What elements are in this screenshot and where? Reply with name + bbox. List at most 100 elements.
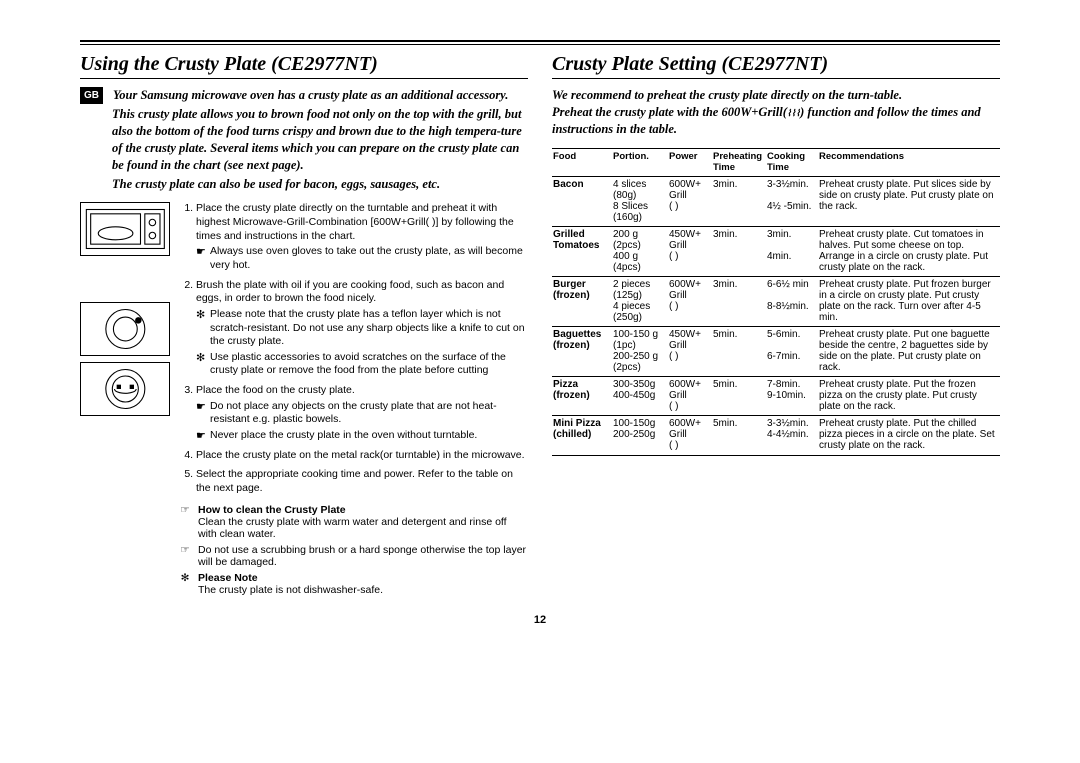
right-title: Crusty Plate Setting (CE2977NT) (552, 53, 1000, 79)
table-row: Baguettes (frozen)100-150 g (1pc) 200-25… (552, 326, 1000, 375)
steps-list: Place the crusty plate directly on the t… (178, 202, 528, 495)
thumb-microwave (80, 202, 170, 256)
note-bold: How to clean the Crusty Plate (198, 504, 528, 516)
table-row: Pizza (frozen)300-350g 400-450g600W+ Gri… (552, 376, 1000, 414)
step-sub: ✻ Please note that the crusty plate has a… (196, 308, 528, 349)
note-body: How to clean the Crusty PlateClean the c… (198, 504, 528, 540)
step-item: Place the crusty plate on the metal rack… (196, 449, 528, 463)
intro-block-1: GB Your Samsung microwave oven has a cru… (80, 87, 528, 104)
page-number: 12 (80, 614, 1000, 626)
cell-cook: 3min. 4min. (766, 226, 818, 275)
pointer-icon: ☞ (178, 504, 192, 540)
steps-wrap: Place the crusty plate directly on the t… (80, 202, 528, 595)
cell-power: 600W+ Grill ( ) (668, 176, 712, 225)
hand-icon: ☛ (196, 429, 206, 443)
cell-cook: 3-3½min. 4-4½min. (766, 415, 818, 453)
asterisk-icon: ✻ (196, 351, 205, 365)
step-item: Place the crusty plate directly on the t… (196, 202, 528, 272)
step-sub-text: Never place the crusty plate in the oven… (210, 429, 477, 441)
step-sub-text: Please note that the crusty plate has a … (210, 308, 525, 347)
step-item: Select the appropriate cooking time and … (196, 468, 528, 495)
note-body: Do not use a scrubbing brush or a hard s… (198, 544, 528, 568)
table-row: Mini Pizza (chilled)100-150g 200-250g600… (552, 415, 1000, 453)
step-text: Place the food on the crusty plate. (196, 384, 528, 398)
step-sub: ☛ Do not place any objects on the crusty … (196, 400, 528, 427)
asterisk-icon: ✻ (178, 572, 192, 596)
left-column: Using the Crusty Plate (CE2977NT) GB You… (80, 53, 528, 596)
cell-portion: 2 pieces (125g) 4 pieces (250g) (612, 276, 668, 325)
step-text: Place the crusty plate directly on the t… (196, 202, 528, 243)
cell-power: 450W+ Grill ( ) (668, 326, 712, 375)
gb-badge: GB (80, 87, 103, 104)
step-sub-text: Use plastic accessories to avoid scratch… (210, 351, 506, 377)
notes-list: ☞How to clean the Crusty PlateClean the … (178, 504, 528, 596)
cell-rec: Preheat crusty plate. Put the chilled pi… (818, 415, 1000, 453)
note-row: ✻Please NoteThe crusty plate is not dish… (178, 572, 528, 596)
food-table-wrap: Food Portion. Power Preheating Time Cook… (552, 148, 1000, 456)
note-text: Clean the crusty plate with warm water a… (198, 516, 528, 540)
steps-body: Place the crusty plate directly on the t… (178, 202, 528, 595)
cell-preheat: 3min. (712, 276, 766, 325)
thumb-plate-bottom (80, 362, 170, 416)
right-intro-2: Preheat the crusty plate with the 600W+G… (552, 104, 1000, 138)
cell-food: Bacon (552, 176, 612, 225)
intro-text-2: This crusty plate allows you to brown fo… (112, 106, 528, 174)
cell-power: 600W+ Grill ( ) (668, 415, 712, 453)
th-preheat: Preheating Time (712, 149, 766, 177)
th-power: Power (668, 149, 712, 177)
step-sub-text: Do not place any objects on the crusty p… (210, 400, 497, 426)
cell-portion: 200 g (2pcs) 400 g (4pcs) (612, 226, 668, 275)
asterisk-icon: ✻ (196, 308, 205, 322)
cell-food: Mini Pizza (chilled) (552, 415, 612, 453)
page: Using the Crusty Plate (CE2977NT) GB You… (80, 40, 1000, 626)
step-text: Brush the plate with oil if you are cook… (196, 279, 528, 306)
cell-food: Burger (frozen) (552, 276, 612, 325)
cell-preheat: 3min. (712, 226, 766, 275)
cell-cook: 5-6min. 6-7min. (766, 326, 818, 375)
note-text: The crusty plate is not dishwasher-safe. (198, 584, 528, 596)
th-portion: Portion. (612, 149, 668, 177)
grill-icon: ⌇⌇⌇ (787, 107, 800, 119)
hand-icon: ☛ (196, 245, 206, 259)
right-intro-1: We recommend to preheat the crusty plate… (552, 87, 1000, 104)
cell-preheat: 5min. (712, 376, 766, 414)
cell-power: 600W+ Grill ( ) (668, 276, 712, 325)
hand-icon: ☛ (196, 400, 206, 414)
step-sub: ☛ Never place the crusty plate in the ove… (196, 429, 528, 443)
cell-power: 600W+ Grill ( ) (668, 376, 712, 414)
two-columns: Using the Crusty Plate (CE2977NT) GB You… (80, 53, 1000, 596)
th-cook: Cooking Time (766, 149, 818, 177)
step-sub: ✻ Use plastic accessories to avoid scratc… (196, 351, 528, 378)
step-sub-text: Always use oven gloves to take out the c… (210, 245, 523, 271)
food-table-body: Bacon4 slices (80g) 8 Slices (160g)600W+… (552, 176, 1000, 453)
note-row: ☞Do not use a scrubbing brush or a hard … (178, 544, 528, 568)
cell-rec: Preheat crusty plate. Put frozen burger … (818, 276, 1000, 325)
step-item: Brush the plate with oil if you are cook… (196, 279, 528, 378)
table-row: Grilled Tomatoes200 g (2pcs) 400 g (4pcs… (552, 226, 1000, 275)
cell-portion: 100-150 g (1pc) 200-250 g (2pcs) (612, 326, 668, 375)
cell-cook: 7-8min. 9-10min. (766, 376, 818, 414)
cell-power: 450W+ Grill ( ) (668, 226, 712, 275)
left-title: Using the Crusty Plate (CE2977NT) (80, 53, 528, 79)
step-text: Place the crusty plate on the metal rack… (196, 449, 528, 463)
note-body: Please NoteThe crusty plate is not dishw… (198, 572, 528, 596)
th-food: Food (552, 149, 612, 177)
cell-rec: Preheat crusty plate. Put slices side by… (818, 176, 1000, 225)
cell-cook: 6-6½ min 8-8½min. (766, 276, 818, 325)
cell-cook: 3-3½min. 4½ -5min. (766, 176, 818, 225)
right-column: Crusty Plate Setting (CE2977NT) We recom… (552, 53, 1000, 596)
food-table: Food Portion. Power Preheating Time Cook… (552, 149, 1000, 453)
top-rule-thin (80, 44, 1000, 45)
intro-text-1: Your Samsung microwave oven has a crusty… (113, 87, 508, 104)
thumb-plate-top (80, 302, 170, 356)
note-row: ☞How to clean the Crusty PlateClean the … (178, 504, 528, 540)
cell-food: Baguettes (frozen) (552, 326, 612, 375)
th-rec: Recommendations (818, 149, 1000, 177)
note-bold: Please Note (198, 572, 528, 584)
table-row: Burger (frozen)2 pieces (125g) 4 pieces … (552, 276, 1000, 325)
table-header-row: Food Portion. Power Preheating Time Cook… (552, 149, 1000, 177)
cell-preheat: 5min. (712, 326, 766, 375)
cell-food: Grilled Tomatoes (552, 226, 612, 275)
cell-rec: Preheat crusty plate. Put one baguette b… (818, 326, 1000, 375)
cell-preheat: 3min. (712, 176, 766, 225)
